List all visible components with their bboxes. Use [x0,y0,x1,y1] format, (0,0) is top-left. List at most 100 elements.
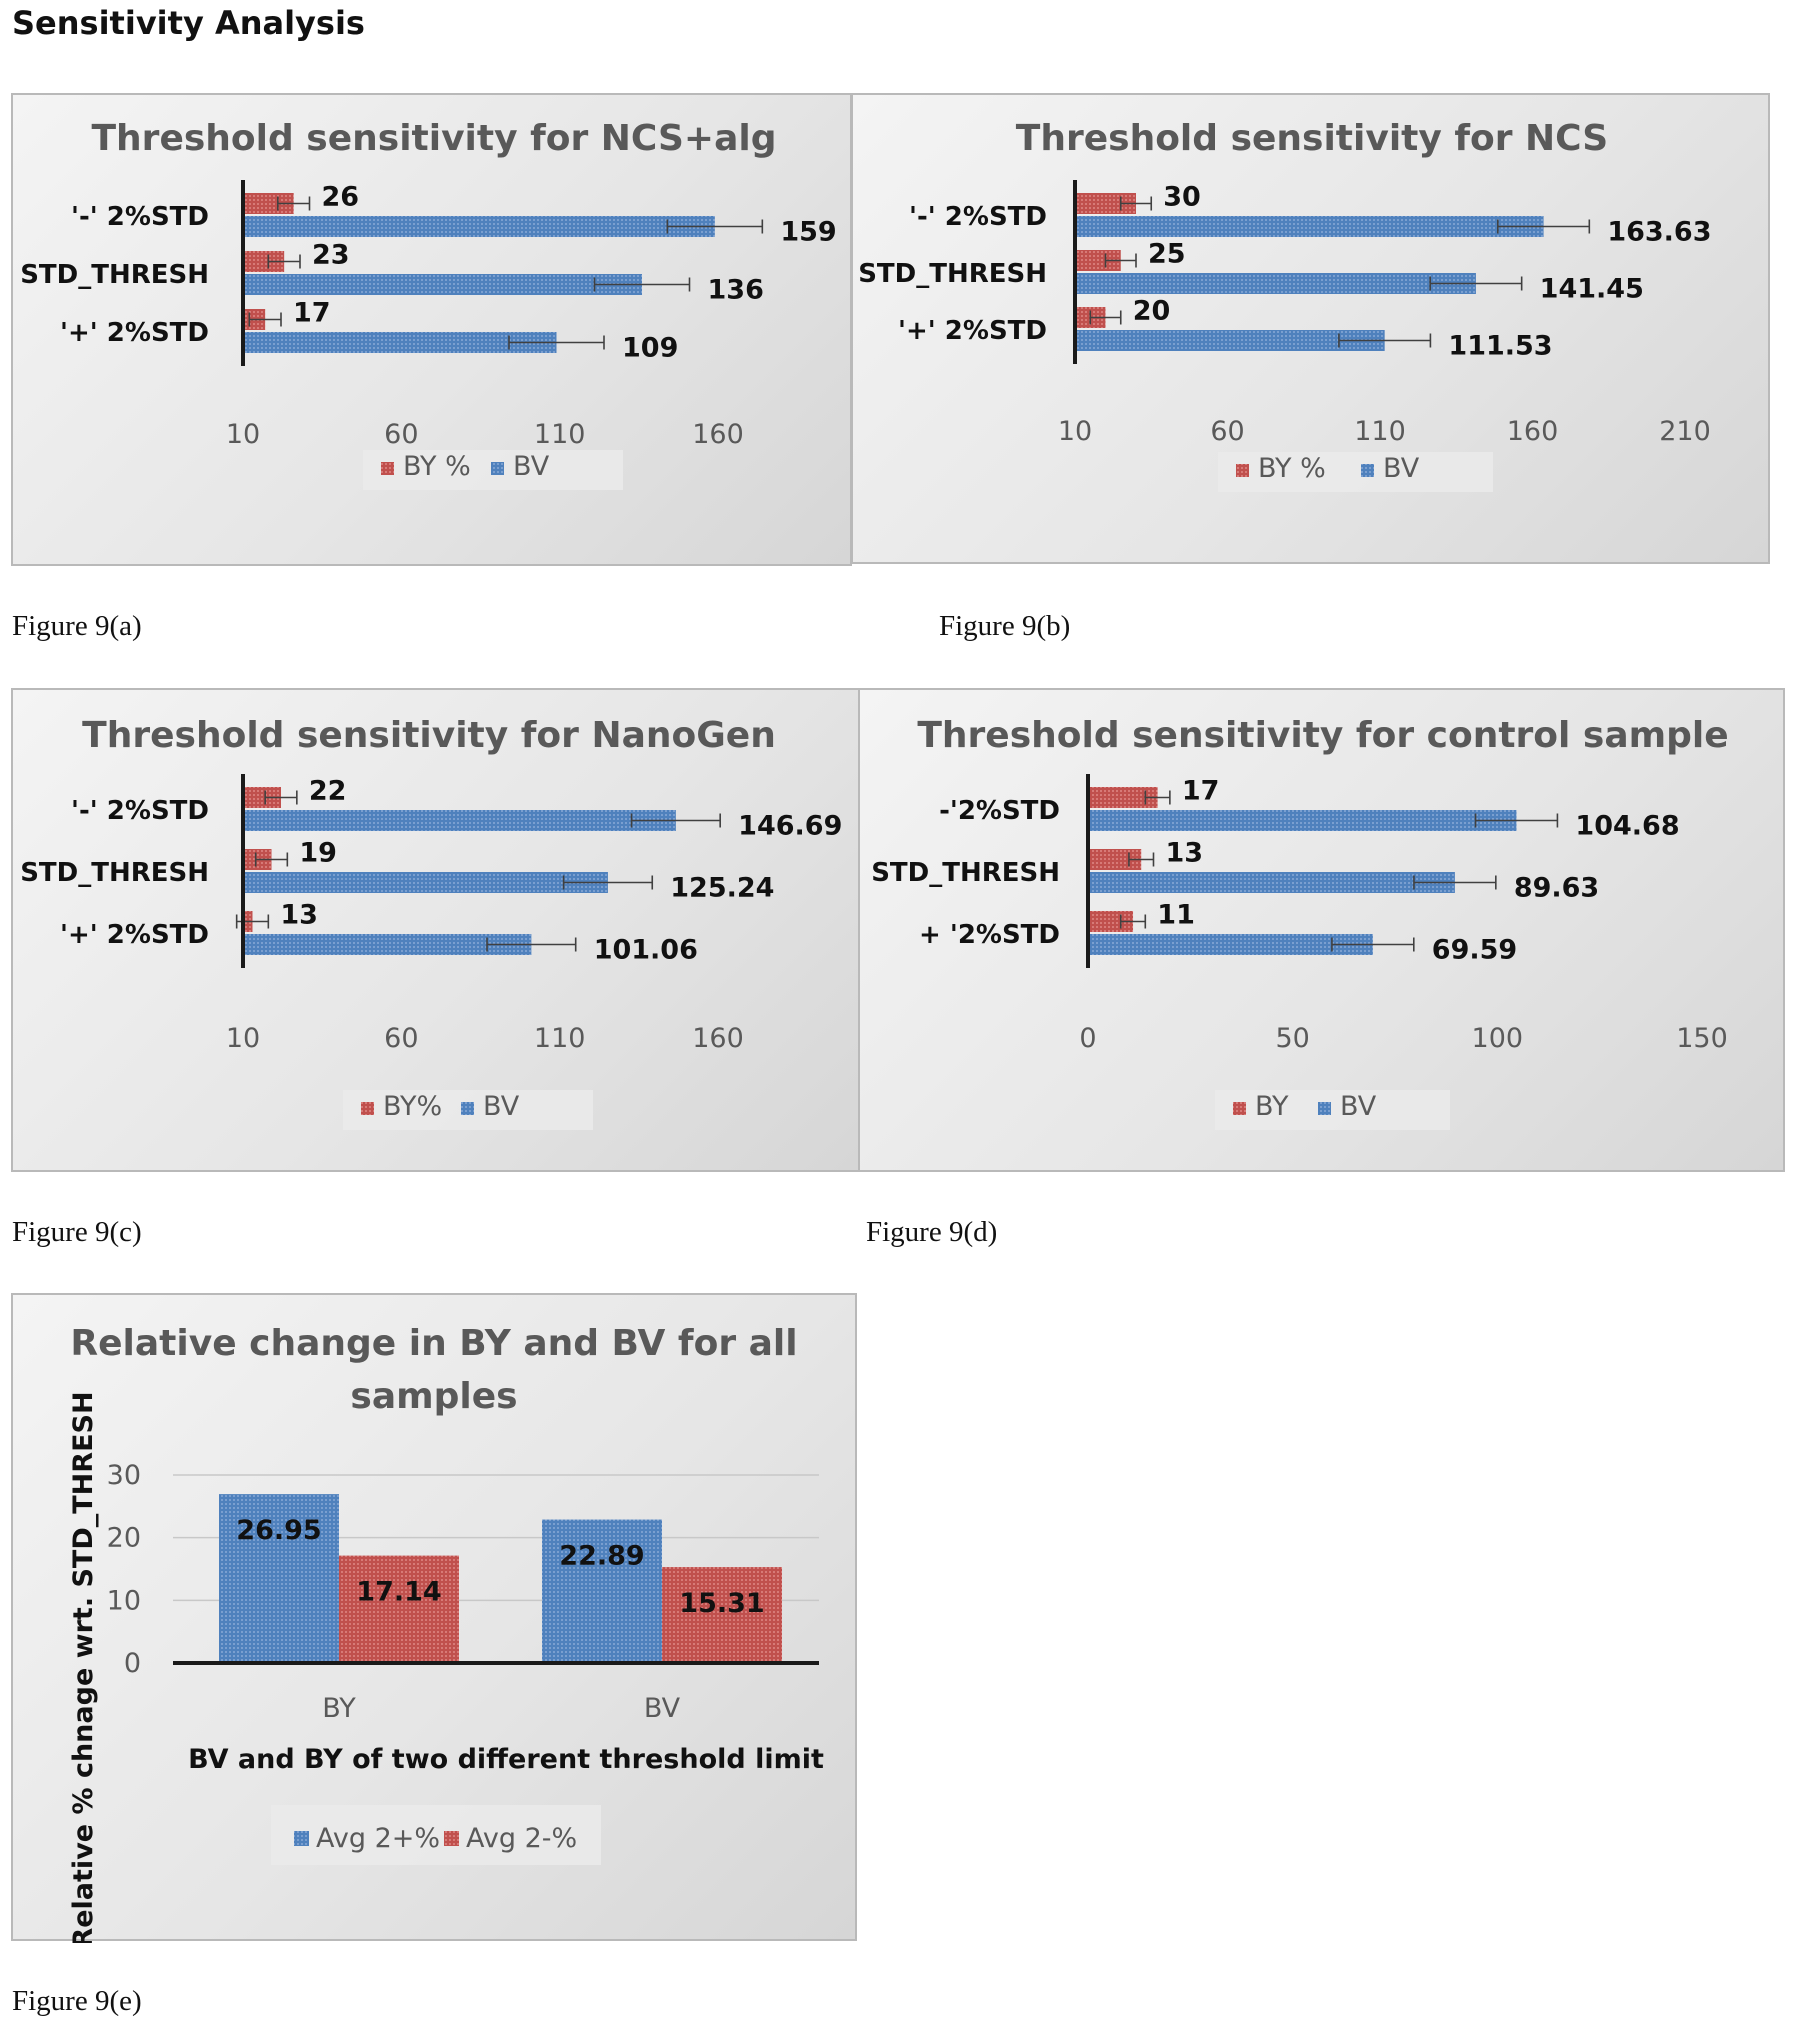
legend-swatch [444,1831,459,1846]
chart-panel-b: Threshold sensitivity for NCS '-' 2%STD 30… [851,93,1770,564]
data-label: 15.31 [679,1588,764,1619]
caption-c: Figure 9(c) [12,1216,142,1248]
data-label: 17 [1182,776,1220,807]
category-label: '+' 2%STD [60,920,209,950]
legend-label: BV [483,1091,520,1122]
category-label: '-' 2%STD [909,202,1047,232]
data-label: 13 [280,900,318,931]
chart-panel-a: Threshold sensitivity for NCS+alg '-' 2%S… [11,93,852,566]
x-tick-label: 110 [534,1023,586,1054]
legend-label: BY% [383,1091,442,1122]
x-tick-label: BY [322,1693,356,1724]
caption-b: Figure 9(b) [939,610,1071,642]
category-label: '+' 2%STD [60,318,209,348]
x-tick-label: 0 [1079,1023,1096,1054]
legend-swatch [1236,464,1249,477]
x-tick-label: 100 [1472,1023,1524,1054]
data-label: 17.14 [356,1577,441,1608]
by-bar [243,787,281,808]
legend-label: Avg 2+% [316,1823,440,1854]
data-label: 89.63 [1514,873,1599,904]
data-label: 146.69 [738,811,842,842]
chart-e: Relative change in BY and BV for all samp… [68,1323,824,1943]
data-label: 22.89 [559,1541,644,1572]
x-tick-label: 60 [1210,416,1244,447]
bv-bar [1088,810,1517,831]
bv-bar [243,872,608,893]
x-tick-label: 110 [534,419,586,450]
category-label: '-' 2%STD [71,202,209,232]
legend-label: BY % [1258,453,1326,484]
category-label: '-' 2%STD [71,796,209,826]
x-tick-label: 10 [1058,416,1092,447]
legend-box [1218,452,1493,492]
by-bar [243,193,294,214]
x-tick-label: 150 [1676,1023,1728,1054]
by-bar [1088,787,1158,808]
bv-bar [1088,872,1455,893]
chart-a: Threshold sensitivity for NCS+alg '-' 2%S… [20,118,837,490]
bv-bar [243,810,676,831]
chart-title: Threshold sensitivity for NCS+alg [92,118,777,159]
x-axis-title: BV and BY of two different threshold lim… [188,1744,824,1775]
by-bar [1075,250,1121,271]
data-label: 136 [708,275,764,306]
data-label: 26 [322,182,360,213]
chart-b: Threshold sensitivity for NCS '-' 2%STD 30… [858,118,1712,492]
y-tick-label: 10 [107,1585,141,1616]
data-label: 159 [780,217,836,248]
x-tick-label: 110 [1354,416,1406,447]
chart-panel-d: Threshold sensitivity for control sample… [858,688,1785,1172]
x-tick-label: 210 [1659,416,1711,447]
data-label: 19 [299,838,337,869]
legend-box [271,1805,601,1865]
data-label: 69.59 [1432,935,1517,966]
bv-bar [243,332,557,353]
bv-bar [1088,934,1373,955]
chart-title-line: samples [350,1376,517,1417]
bv-bar [1075,216,1544,237]
legend-swatch [491,462,504,475]
legend-label: BY % [403,451,471,482]
data-label: 163.63 [1607,217,1711,248]
legend-swatch [1233,1102,1246,1115]
x-tick-label: 10 [226,419,260,450]
chart-title: Threshold sensitivity for NCS [1016,118,1608,159]
legend-swatch [361,1102,374,1115]
caption-a: Figure 9(a) [12,610,142,642]
y-tick-label: 30 [107,1460,141,1491]
by-bar [1088,911,1134,932]
caption-d: Figure 9(d) [866,1216,998,1248]
data-label: 23 [312,240,350,271]
data-label: 13 [1165,838,1203,869]
avg-minus-bar [662,1567,782,1663]
by-bar [243,251,285,272]
category-label: STD_THRESH [20,260,209,290]
chart-panel-e: Relative change in BY and BV for all samp… [11,1293,857,1943]
data-label: 101.06 [594,935,698,966]
y-tick-label: 20 [107,1523,141,1554]
by-bar [1088,849,1142,870]
chart-title-line: Relative change in BY and BV for all [70,1323,797,1364]
x-tick-label: 60 [384,1023,418,1054]
legend-box [1215,1090,1450,1130]
x-tick-label: 50 [1275,1023,1309,1054]
avg-plus-bar [542,1519,662,1663]
category-label: STD_THRESH [871,858,1060,888]
data-label: 11 [1157,900,1195,931]
data-label: 111.53 [1448,331,1552,362]
legend-label: BY [1255,1091,1289,1122]
data-label: 17 [293,298,331,329]
bv-bar [243,216,715,237]
category-label: STD_THRESH [858,259,1047,289]
data-label: 141.45 [1540,274,1644,305]
legend-label: BV [1340,1091,1377,1122]
category-label: -'2%STD [939,796,1060,826]
page-heading: Sensitivity Analysis [12,4,365,42]
legend-label: BV [513,451,550,482]
data-label: 125.24 [670,873,774,904]
data-label: 104.68 [1575,811,1679,842]
chart-title: Threshold sensitivity for control sample [917,715,1728,756]
x-tick-label: 10 [226,1023,260,1054]
x-tick-label: 60 [384,419,418,450]
